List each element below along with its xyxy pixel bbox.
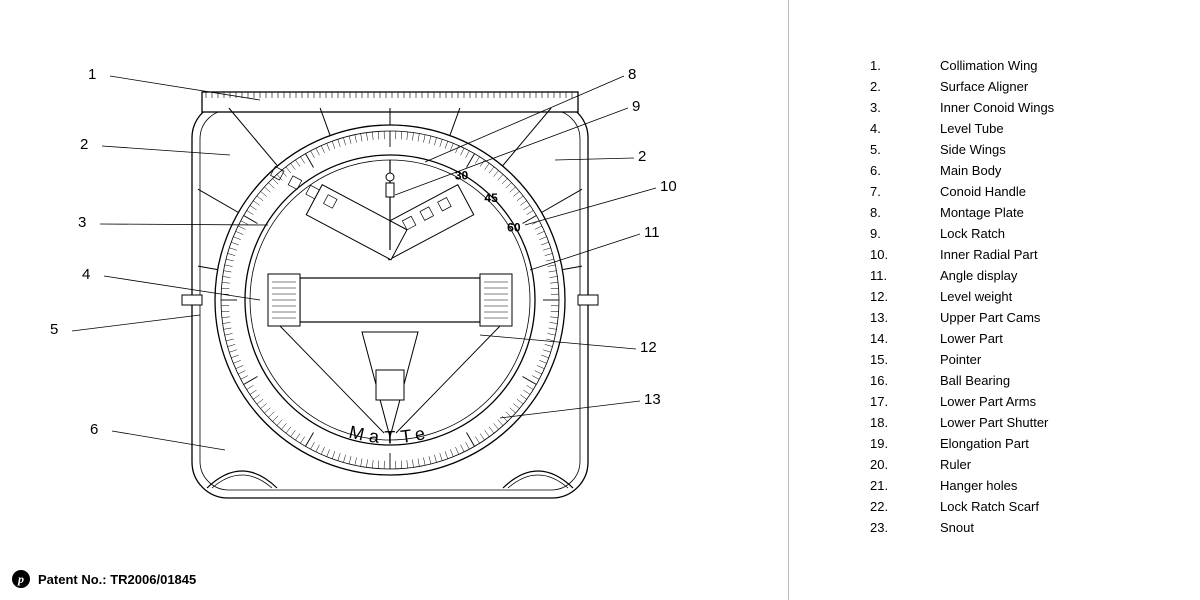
svg-text:60: 60 xyxy=(507,221,521,235)
legend-label: Hanger holes xyxy=(940,475,1180,496)
callout-number: 2 xyxy=(638,148,646,165)
legend-number: 7. xyxy=(870,181,940,202)
drawing-svg: 304560MaTTe xyxy=(0,0,780,600)
legend-label: Angle display xyxy=(940,265,1180,286)
legend-label: Inner Conoid Wings xyxy=(940,97,1180,118)
legend-label: Lock Ratch Scarf xyxy=(940,496,1180,517)
legend-number: 1. xyxy=(870,55,940,76)
patent-number: Patent No.: TR2006/01845 xyxy=(38,572,196,587)
legend-label: Ruler xyxy=(940,454,1180,475)
legend-number: 14. xyxy=(870,328,940,349)
legend-label: Conoid Handle xyxy=(940,181,1180,202)
legend-number: 2. xyxy=(870,76,940,97)
legend-number: 16. xyxy=(870,370,940,391)
legend-row: 2.Surface Aligner xyxy=(870,76,1180,97)
legend-row: 6.Main Body xyxy=(870,160,1180,181)
callout-number: 11 xyxy=(644,224,660,241)
patent-line: p Patent No.: TR2006/01845 xyxy=(12,570,196,588)
legend-row: 21.Hanger holes xyxy=(870,475,1180,496)
legend-label: Upper Part Cams xyxy=(940,307,1180,328)
legend-row: 20.Ruler xyxy=(870,454,1180,475)
callout-number: 10 xyxy=(660,178,677,195)
callout-number: 8 xyxy=(628,66,636,83)
legend-row: 9.Lock Ratch xyxy=(870,223,1180,244)
legend-number: 23. xyxy=(870,517,940,538)
legend-number: 8. xyxy=(870,202,940,223)
parts-legend: 1.Collimation Wing2.Surface Aligner3.Inn… xyxy=(870,55,1180,538)
callout-number: 5 xyxy=(50,321,58,338)
legend-row: 17.Lower Part Arms xyxy=(870,391,1180,412)
legend-number: 9. xyxy=(870,223,940,244)
legend-row: 15.Pointer xyxy=(870,349,1180,370)
technical-drawing: 304560MaTTe xyxy=(0,0,780,600)
legend-number: 15. xyxy=(870,349,940,370)
legend-row: 22.Lock Ratch Scarf xyxy=(870,496,1180,517)
legend-label: Lower Part Arms xyxy=(940,391,1180,412)
legend-row: 3.Inner Conoid Wings xyxy=(870,97,1180,118)
callout-number: 3 xyxy=(78,214,86,231)
legend-row: 1.Collimation Wing xyxy=(870,55,1180,76)
callout-number: 12 xyxy=(640,339,657,356)
legend-row: 13.Upper Part Cams xyxy=(870,307,1180,328)
legend-label: Snout xyxy=(940,517,1180,538)
legend-label: Lower Part xyxy=(940,328,1180,349)
legend-number: 20. xyxy=(870,454,940,475)
legend-number: 6. xyxy=(870,160,940,181)
patent-icon: p xyxy=(12,570,30,588)
legend-number: 3. xyxy=(870,97,940,118)
legend-row: 19.Elongation Part xyxy=(870,433,1180,454)
legend-row: 11.Angle display xyxy=(870,265,1180,286)
legend-label: Lock Ratch xyxy=(940,223,1180,244)
callout-number: 6 xyxy=(90,421,98,438)
legend-number: 4. xyxy=(870,118,940,139)
legend-label: Ball Bearing xyxy=(940,370,1180,391)
legend-number: 18. xyxy=(870,412,940,433)
legend-number: 19. xyxy=(870,433,940,454)
legend-label: Collimation Wing xyxy=(940,55,1180,76)
legend-number: 5. xyxy=(870,139,940,160)
legend-label: Main Body xyxy=(940,160,1180,181)
legend-number: 12. xyxy=(870,286,940,307)
svg-text:45: 45 xyxy=(484,191,498,205)
legend-row: 5.Side Wings xyxy=(870,139,1180,160)
legend-label: Pointer xyxy=(940,349,1180,370)
svg-text:MaTTe: MaTTe xyxy=(347,422,433,448)
legend-label: Level Tube xyxy=(940,118,1180,139)
legend-label: Montage Plate xyxy=(940,202,1180,223)
legend-label: Surface Aligner xyxy=(940,76,1180,97)
legend-label: Inner Radial Part xyxy=(940,244,1180,265)
legend-number: 21. xyxy=(870,475,940,496)
legend-row: 18.Lower Part Shutter xyxy=(870,412,1180,433)
legend-number: 13. xyxy=(870,307,940,328)
legend-row: 23.Snout xyxy=(870,517,1180,538)
legend-row: 16.Ball Bearing xyxy=(870,370,1180,391)
legend-label: Side Wings xyxy=(940,139,1180,160)
callout-number: 9 xyxy=(632,98,640,115)
callout-number: 13 xyxy=(644,391,661,408)
legend-row: 12.Level weight xyxy=(870,286,1180,307)
legend-number: 11. xyxy=(870,265,940,286)
legend-label: Elongation Part xyxy=(940,433,1180,454)
callout-number: 2 xyxy=(80,136,88,153)
callout-number: 4 xyxy=(82,266,90,283)
legend-row: 14.Lower Part xyxy=(870,328,1180,349)
legend-row: 4.Level Tube xyxy=(870,118,1180,139)
legend-number: 10. xyxy=(870,244,940,265)
page: 304560MaTTe 12234568910111213 1.Collimat… xyxy=(0,0,1200,600)
callout-number: 1 xyxy=(88,66,96,83)
legend-row: 10.Inner Radial Part xyxy=(870,244,1180,265)
legend-number: 17. xyxy=(870,391,940,412)
legend-label: Level weight xyxy=(940,286,1180,307)
vertical-divider xyxy=(788,0,789,600)
legend-row: 8.Montage Plate xyxy=(870,202,1180,223)
legend-label: Lower Part Shutter xyxy=(940,412,1180,433)
legend-row: 7.Conoid Handle xyxy=(870,181,1180,202)
legend-number: 22. xyxy=(870,496,940,517)
